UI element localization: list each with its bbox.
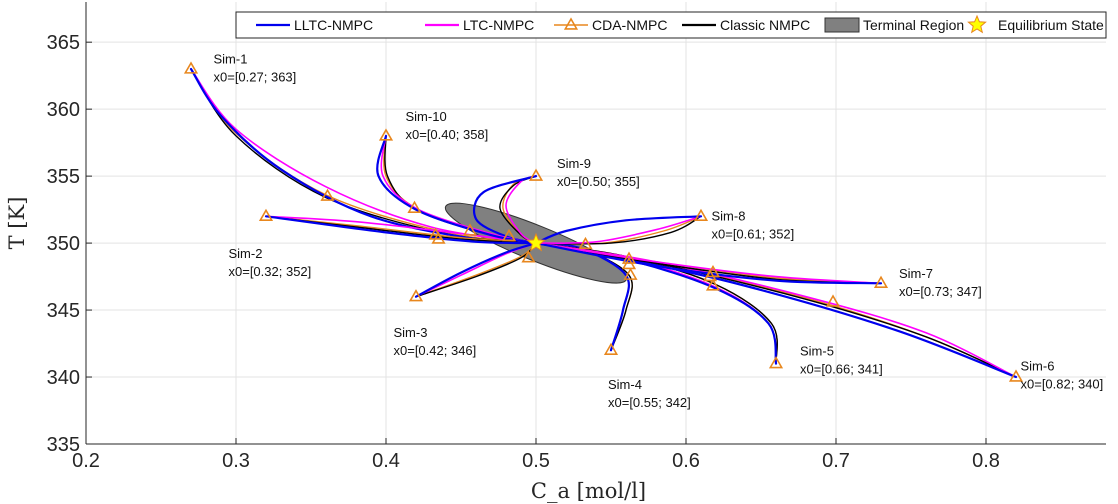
legend-entry: LLTC-NMPC: [256, 17, 373, 33]
sim-name-label: Sim-4: [608, 377, 642, 392]
legend-entry: Terminal Region: [824, 17, 964, 33]
y-tick-label: 335: [47, 434, 80, 456]
y-tick-label: 360: [47, 99, 80, 121]
sim-initial-state-label: x0=[0.61; 352]: [712, 226, 795, 241]
x-tick-label: 0.3: [222, 450, 250, 472]
legend-entry: LTC-NMPC: [425, 17, 534, 33]
y-axis-label: T [K]: [5, 197, 29, 250]
cda-marker: [603, 342, 619, 355]
sim-initial-state-label: x0=[0.73; 347]: [899, 284, 982, 299]
sim-name-label: Sim-6: [1021, 358, 1055, 373]
sim-initial-state-label: x0=[0.27; 363]: [214, 70, 297, 85]
legend-label: CDA-NMPC: [592, 17, 667, 33]
legend-swatch-star: [967, 14, 987, 34]
x-tick-label: 0.8: [972, 450, 1000, 472]
sim-name-label: Sim-8: [712, 208, 746, 223]
cda-marker: [578, 236, 593, 250]
plot-background: [86, 2, 1106, 444]
trajectory-lltc-sim-4: [534, 242, 630, 352]
cda-marker: [768, 356, 784, 369]
equilibrium-star: [526, 232, 546, 252]
cda-marker: [521, 250, 536, 263]
legend-label: Equilibrium State: [998, 17, 1104, 33]
x-tick-label: 0.2: [72, 450, 100, 472]
x-tick-label: 0.4: [372, 450, 400, 472]
x-tick-label: 0.6: [672, 450, 700, 472]
legend-entry: Equilibrium State: [967, 14, 1104, 34]
cda-marker: [693, 208, 709, 222]
cda-marker: [462, 223, 478, 236]
sim-name-label: Sim-10: [406, 109, 447, 124]
cda-marker: [1008, 369, 1024, 382]
y-tick-label: 350: [47, 233, 80, 255]
sim-name-label: Sim-2: [229, 246, 263, 261]
sim-name-label: Sim-3: [394, 325, 428, 340]
sim-initial-state-label: x0=[0.40; 358]: [406, 127, 489, 142]
cda-marker: [431, 231, 446, 244]
legend-label: LLTC-NMPC: [294, 17, 373, 33]
legend-box: [235, 11, 1107, 39]
cda-marker: [528, 168, 544, 181]
cda-marker: [623, 267, 638, 280]
trajectory-ltc-sim-2: [265, 215, 537, 244]
x-tick-label: 0.7: [822, 450, 850, 472]
y-tick-label: 365: [47, 32, 80, 54]
sim-initial-state-label: x0=[0.32; 352]: [229, 264, 312, 279]
sim-initial-state-label: x0=[0.42; 346]: [394, 343, 477, 358]
cda-marker: [258, 208, 274, 222]
cda-marker: [705, 264, 721, 278]
x-tick-label: 0.5: [522, 450, 550, 472]
y-tick-label: 355: [47, 166, 80, 188]
legend-label: Classic NMPC: [720, 17, 810, 33]
sim-name-label: Sim-1: [214, 52, 248, 67]
y-tick-label: 340: [47, 367, 80, 389]
cda-marker-layer: [183, 61, 1024, 382]
legend-label: LTC-NMPC: [463, 17, 534, 33]
cda-marker: [183, 61, 199, 74]
trajectory-lltc-sim-2: [264, 215, 538, 245]
cda-marker: [407, 200, 422, 213]
trajectory-ltc-sim-8: [535, 215, 702, 244]
legend: LLTC-NMPC LTC-NMPC CDA-NMPC Classic NMPC Ter…: [235, 11, 1107, 39]
sim-name-label: Sim-9: [557, 156, 591, 171]
cda-marker: [378, 128, 394, 141]
sim-initial-state-label: x0=[0.55; 342]: [608, 395, 691, 410]
simulation-annotations: Sim-1 x0=[0.27; 363] Sim-2 x0=[0.32; 352] Si…: [214, 52, 1104, 410]
trajectory-lltc-sim-3: [414, 242, 538, 298]
sim-name-label: Sim-7: [899, 266, 933, 281]
cda-marker: [873, 275, 889, 288]
sim-initial-state-label: x0=[0.50; 355]: [557, 174, 640, 189]
legend-swatch-triangle: [563, 17, 579, 30]
axes: 0.2 0.3 0.4 0.5 0.6 0.7 0.8 335 340 345 350 355 360 3…: [5, 2, 1106, 503]
grid: [85, 2, 1106, 445]
legend-label: Terminal Region: [863, 17, 964, 33]
trajectory-ltc-sim-6: [535, 242, 1017, 378]
cda-marker: [320, 188, 335, 201]
sim-name-label: Sim-5: [800, 344, 834, 359]
cda-marker: [621, 251, 637, 264]
legend-swatch-patch: [824, 17, 860, 33]
trajectory-lltc-sim-8: [534, 215, 703, 245]
sim-initial-state-label: x0=[0.66; 341]: [800, 362, 883, 377]
cda-marker: [408, 289, 424, 302]
cda-marker: [501, 228, 517, 242]
trajectory-lltc-sim-10: [376, 134, 538, 245]
cda-marker: [825, 294, 841, 307]
y-tick-label: 345: [47, 300, 80, 322]
legend-entry: CDA-NMPC: [554, 17, 667, 33]
x-axis-label: C_a [mol/l]: [531, 479, 646, 503]
cda-marker: [705, 278, 721, 291]
legend-entry: Classic NMPC: [682, 17, 810, 33]
sim-initial-state-label: x0=[0.82; 340]: [1021, 376, 1104, 391]
